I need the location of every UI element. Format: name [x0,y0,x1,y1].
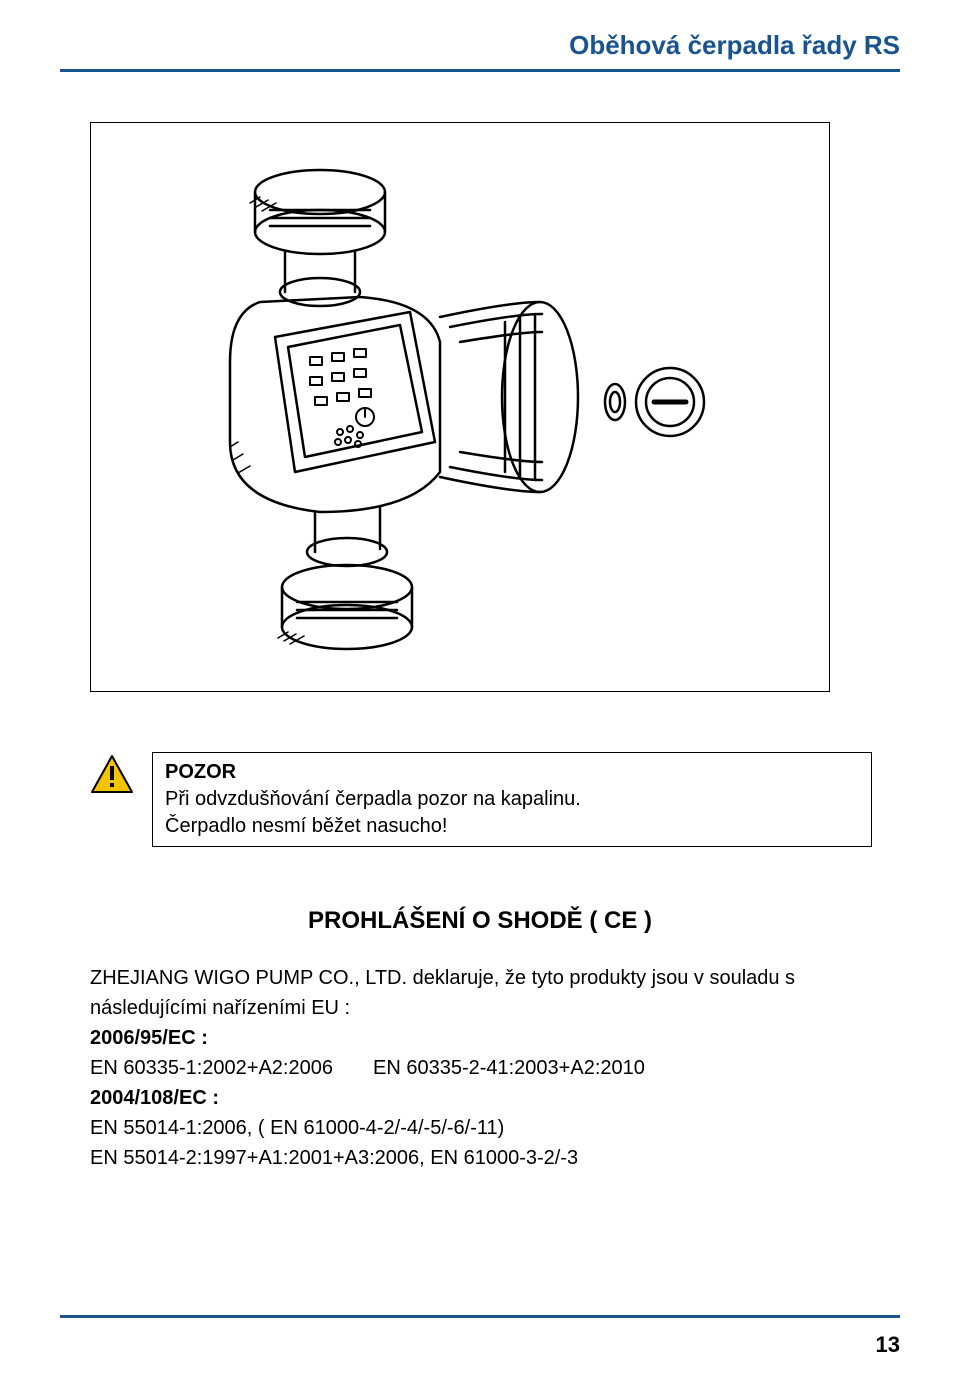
pump-illustration [110,142,810,672]
warning-icon-wrap [90,752,134,847]
warning-line-1: Při odvzdušňování čerpadla pozor na kapa… [165,786,859,813]
declaration-body: ZHEJIANG WIGO PUMP CO., LTD. deklaruje, … [90,963,870,1173]
directive-1-label: 2004/108/EC : [90,1083,870,1113]
directive-0-std-1: EN 60335-2-41:2003+A2:2010 [373,1053,645,1083]
directive-0-std-0: EN 60335-1:2002+A2:2006 [90,1053,333,1083]
header-title: Oběhová čerpadla řady RS [60,30,900,69]
warning-line-2: Čerpadlo nesmí běžet nasucho! [165,813,859,840]
directive-0-standards: EN 60335-1:2002+A2:2006 EN 60335-2-41:20… [90,1053,870,1083]
declaration-intro: ZHEJIANG WIGO PUMP CO., LTD. deklaruje, … [90,963,870,1023]
declaration-title: PROHLÁŠENÍ O SHODĚ ( CE ) [60,907,900,935]
declaration-intro-prefix: ZHEJIANG WIGO PUMP CO., LTD. [90,967,413,989]
header-rule [60,69,900,72]
footer-rule [60,1315,900,1318]
page: Oběhová čerpadla řady RS [0,0,960,1388]
directive-1-std-0: EN 55014-1:2006, ( EN 61000-4-2/-4/-5/-6… [90,1113,870,1143]
page-number: 13 [876,1332,900,1358]
warning-block: POZOR Při odvzdušňování čerpadla pozor n… [90,752,900,847]
warning-text-box: POZOR Při odvzdušňování čerpadla pozor n… [152,752,872,847]
warning-triangle-icon [90,754,134,794]
pump-figure-box [90,122,830,692]
directive-1-std-1: EN 55014-2:1997+A1:2001+A3:2006, EN 6100… [90,1143,870,1173]
warning-line-0: POZOR [165,759,859,786]
directive-0-label: 2006/95/EC : [90,1023,870,1053]
